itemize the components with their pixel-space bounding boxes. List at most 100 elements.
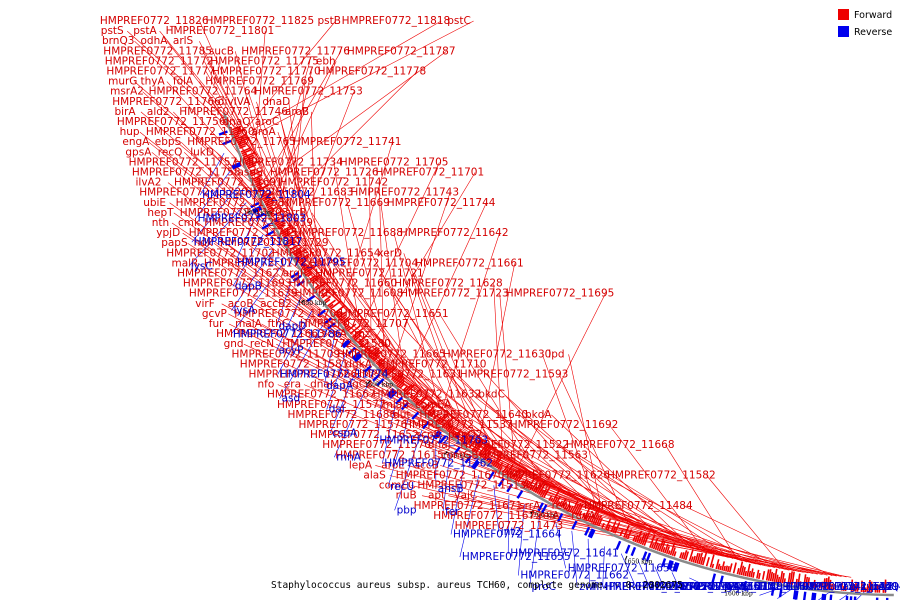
reverse-feature [453, 446, 461, 456]
reverse-pointer [191, 186, 239, 243]
forward-gene-label: thyA [141, 76, 166, 88]
forward-feature [510, 472, 516, 479]
forward-feature [520, 480, 525, 485]
forward-pointer [277, 384, 634, 527]
forward-feature [748, 570, 752, 578]
forward-feature [634, 534, 639, 543]
forward-feature [260, 192, 266, 197]
forward-feature [490, 459, 496, 465]
forward-feature [761, 570, 766, 580]
forward-feature [738, 561, 744, 575]
forward-feature [280, 226, 294, 235]
forward-pointer [414, 273, 492, 447]
forward-feature [426, 405, 436, 415]
forward-pointer [290, 81, 306, 224]
forward-feature [507, 470, 512, 477]
forward-feature [499, 466, 503, 471]
reverse-gene-label: cycA2 [861, 581, 893, 593]
forward-feature [771, 572, 775, 582]
reverse-gene-label: HMPREF0772_11645 [638, 581, 747, 593]
forward-gene-label: HMPREF0772_11704 [310, 257, 419, 269]
forward-feature [249, 168, 256, 173]
forward-gene-label: lpd [548, 348, 564, 360]
forward-feature [263, 196, 276, 204]
forward-gene-label: HMPREF0772_11721 [315, 268, 424, 280]
forward-feature [818, 582, 822, 589]
forward-feature [256, 185, 262, 190]
forward-feature [243, 154, 254, 161]
reverse-pointer [199, 152, 225, 196]
forward-feature [742, 566, 746, 576]
reverse-feature [472, 460, 480, 470]
forward-gene-label: HMPREF0772_11707 [300, 318, 409, 330]
forward-feature [597, 517, 603, 527]
forward-gene-label: HMPREF0772_11729 [220, 237, 329, 249]
forward-gene-label: HMPREF0772_11741 [293, 136, 402, 148]
forward-gene-label: mlaB [383, 399, 410, 411]
reverse-gene-label: recU [390, 481, 414, 493]
forward-feature [563, 504, 568, 510]
forward-pointer [440, 465, 766, 567]
forward-feature [715, 559, 720, 570]
forward-gene-label: HMPREF0772_11706 [234, 308, 343, 320]
forward-gene-label: aroA [252, 126, 277, 138]
forward-feature [446, 424, 453, 432]
tick-label: 1800 kbp [365, 381, 394, 388]
reverse-gene-label: tag [839, 581, 856, 593]
reverse-feature [849, 596, 853, 600]
forward-feature [254, 178, 263, 184]
forward-feature [418, 395, 429, 407]
forward-feature [238, 142, 247, 148]
reverse-gene-label: HMPREF0772_11655 [462, 551, 571, 563]
reverse-pointer [555, 522, 566, 569]
reverse-feature [540, 504, 548, 514]
forward-feature [803, 574, 807, 587]
forward-feature [379, 364, 385, 369]
forward-gene-label: pstS [101, 25, 124, 37]
forward-gene-label: era [284, 379, 301, 391]
forward-feature [342, 317, 352, 326]
forward-pointer [436, 354, 594, 509]
reverse-pointer [188, 202, 247, 267]
forward-gene-label: nth [152, 217, 169, 229]
forward-feature [465, 435, 474, 447]
forward-pointer [183, 152, 350, 312]
forward-feature [840, 581, 844, 591]
forward-feature [277, 224, 286, 230]
forward-feature [463, 435, 472, 445]
forward-gene-label: recJ [552, 500, 571, 512]
forward-feature [449, 427, 456, 434]
forward-feature [822, 578, 826, 589]
forward-feature [353, 331, 363, 340]
reverse-pointer [706, 582, 724, 588]
tick-mark [367, 380, 371, 384]
forward-feature [650, 543, 655, 549]
reverse-pointer [276, 281, 292, 327]
forward-feature [245, 158, 254, 164]
forward-feature [632, 535, 636, 542]
forward-feature [826, 576, 830, 590]
forward-feature [531, 479, 539, 491]
forward-feature [375, 357, 383, 365]
forward-pointer [279, 71, 312, 203]
reverse-feature [770, 586, 775, 596]
forward-feature [452, 431, 457, 437]
forward-pointer [265, 253, 457, 421]
reverse-feature [471, 459, 479, 469]
forward-pointer [403, 253, 465, 427]
forward-feature [250, 170, 256, 175]
reverse-pointer [277, 310, 313, 375]
reverse-gene-label: HMPREF0772_11635 [651, 581, 760, 593]
forward-gene-label: bkdC [478, 389, 505, 401]
reverse-pointer [587, 538, 590, 588]
reverse-pointer-lines [188, 152, 870, 600]
forward-gene-label: HMPREF0772_11639 [189, 288, 298, 300]
forward-feature [489, 459, 493, 464]
forward-gene-label: fthC [268, 318, 290, 330]
reverse-gene-label: HMPREF0772_11803 [198, 212, 307, 224]
reverse-pointer [231, 250, 273, 311]
forward-feature [711, 563, 715, 569]
forward-feature [378, 362, 384, 368]
forward-gene-label: alaS [363, 470, 386, 482]
forward-gene-label: gcvP [202, 308, 227, 320]
